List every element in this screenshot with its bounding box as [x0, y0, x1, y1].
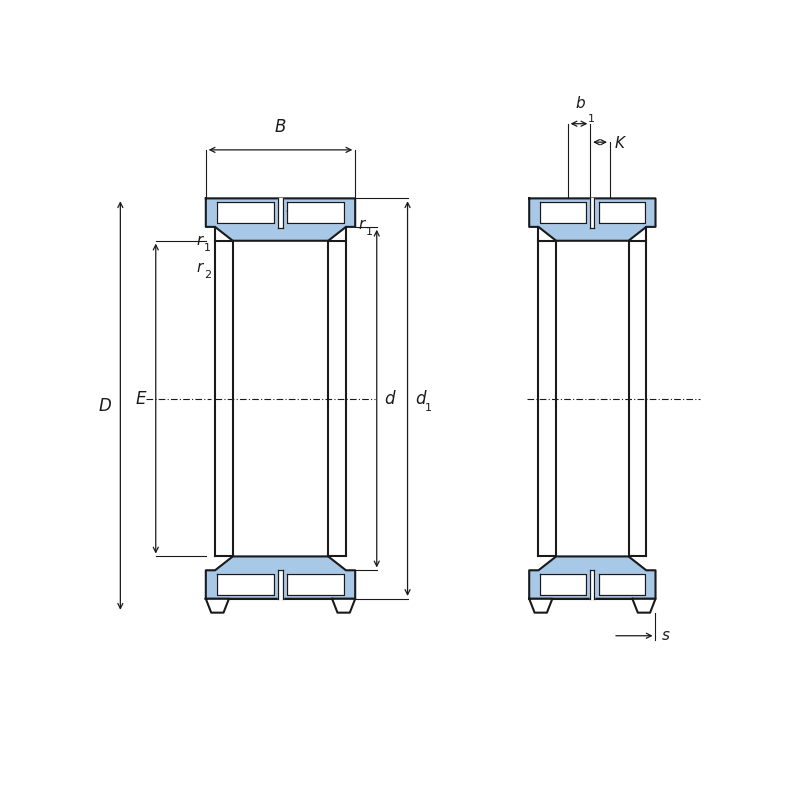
Text: K: K — [615, 136, 624, 151]
Polygon shape — [530, 599, 552, 612]
Text: r: r — [196, 233, 203, 248]
Text: 1: 1 — [424, 403, 431, 413]
Polygon shape — [278, 198, 282, 227]
Text: 2: 2 — [293, 210, 300, 220]
Text: r: r — [358, 217, 364, 232]
Polygon shape — [206, 198, 355, 241]
Text: d: d — [384, 390, 395, 408]
Text: D: D — [98, 397, 111, 415]
Polygon shape — [590, 570, 594, 599]
Polygon shape — [530, 556, 655, 599]
Polygon shape — [540, 202, 586, 223]
Polygon shape — [599, 202, 645, 223]
Text: r: r — [285, 200, 291, 215]
Text: r: r — [196, 260, 203, 275]
Polygon shape — [217, 202, 274, 223]
Polygon shape — [530, 198, 655, 241]
Polygon shape — [540, 575, 586, 595]
Polygon shape — [287, 202, 345, 223]
Text: 1: 1 — [204, 243, 212, 253]
Polygon shape — [332, 599, 355, 612]
Text: 1: 1 — [588, 114, 595, 124]
Polygon shape — [287, 575, 345, 595]
Text: B: B — [275, 118, 286, 136]
Text: 2: 2 — [204, 271, 212, 280]
Polygon shape — [206, 599, 229, 612]
Polygon shape — [633, 599, 655, 612]
Text: s: s — [662, 628, 670, 643]
Polygon shape — [590, 198, 594, 227]
Text: d: d — [415, 390, 426, 408]
Text: 1: 1 — [366, 227, 373, 237]
Text: E: E — [136, 390, 147, 408]
Polygon shape — [278, 570, 282, 599]
Text: b: b — [576, 96, 586, 112]
Polygon shape — [206, 556, 355, 599]
Polygon shape — [217, 575, 274, 595]
Polygon shape — [599, 575, 645, 595]
